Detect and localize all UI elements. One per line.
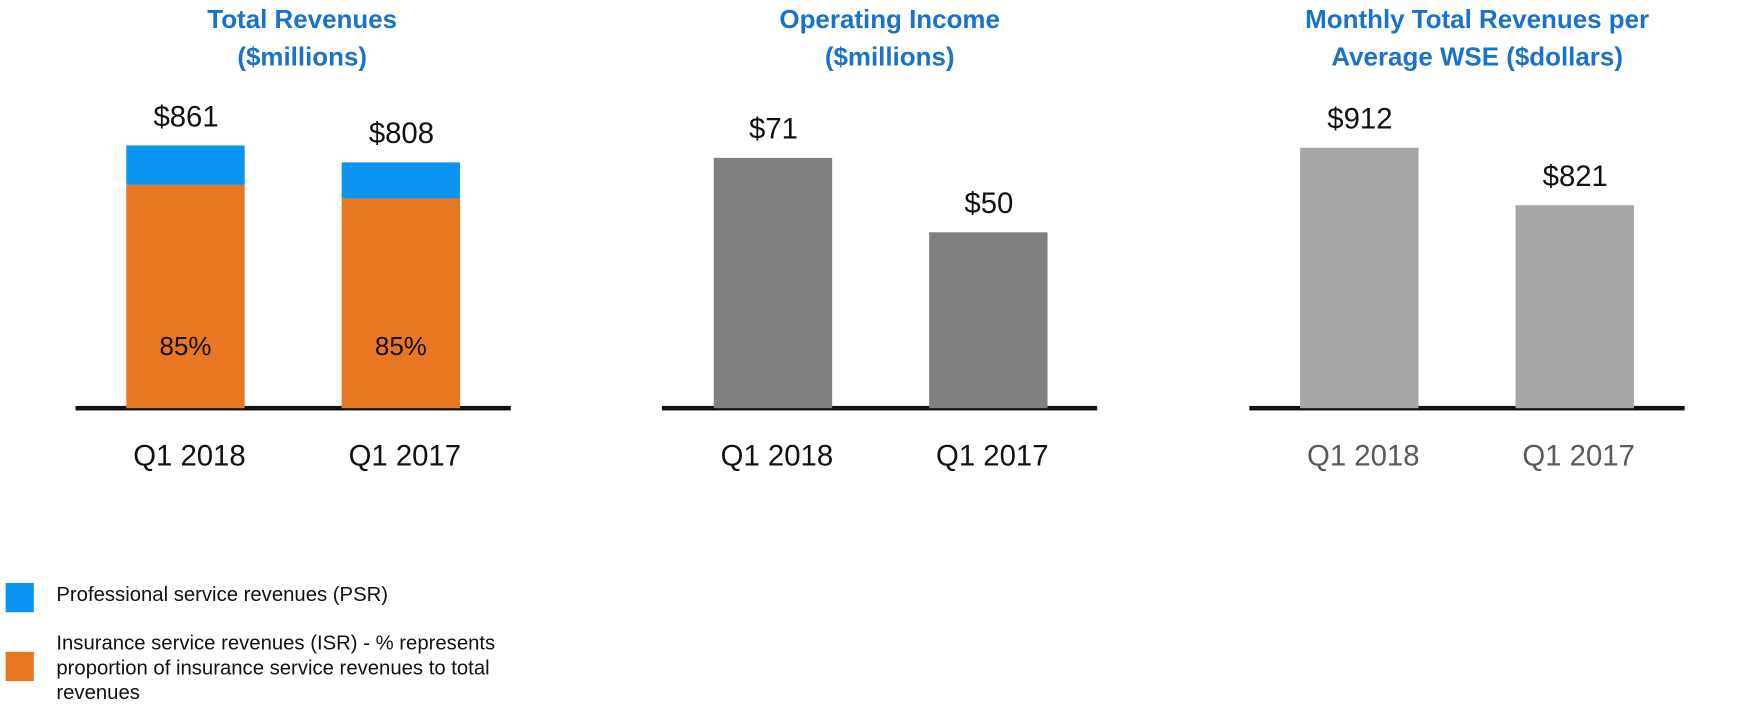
title-line: Total Revenues [207, 4, 398, 34]
legend-label-isr: Insurance service revenues (ISR) - % rep… [56, 630, 495, 704]
bar-psr [341, 161, 461, 199]
bar [929, 232, 1048, 409]
x-tick-label: Q1 2018 [133, 438, 246, 473]
bar [713, 158, 833, 409]
isr-share-label: 85% [159, 331, 212, 361]
value-label: $912 [1327, 101, 1393, 136]
legend-label-psr: Professional service revenues (PSR) [56, 582, 389, 606]
title-line: Operating Income [779, 4, 1000, 34]
bar [1300, 147, 1419, 409]
x-axis-line [661, 405, 1098, 411]
chart-title-monthly-revenues-per-wse: Monthly Total Revenues per Average WSE (… [1240, 1, 1714, 75]
value-label: $71 [749, 111, 798, 146]
title-line: Average WSE ($dollars) [1331, 41, 1623, 72]
bar [1515, 205, 1634, 409]
x-tick-label: Q1 2018 [1307, 438, 1420, 473]
title-line: ($millions) [824, 41, 955, 72]
x-tick-label: Q1 2017 [348, 438, 462, 473]
x-axis-line [1249, 405, 1685, 411]
value-label: $821 [1542, 158, 1608, 193]
title-line: ($millions) [237, 41, 368, 72]
value-label: $50 [964, 185, 1014, 220]
chart-title-total-revenues: Total Revenues ($millions) [65, 1, 539, 75]
x-tick-label: Q1 2017 [1522, 438, 1635, 473]
value-label: $808 [368, 115, 435, 150]
value-label: $861 [153, 99, 219, 134]
x-tick-label: Q1 2018 [720, 438, 834, 473]
legend-line: revenues [56, 681, 140, 704]
x-axis-line [75, 405, 511, 411]
legend-line: proportion of insurance service revenues… [56, 656, 490, 679]
legend-swatch-psr [5, 582, 34, 613]
chart-title-operating-income: Operating Income ($millions) [653, 1, 1127, 75]
bar-psr [126, 145, 245, 186]
x-tick-label: Q1 2017 [936, 438, 1049, 473]
bar-isr [126, 185, 245, 409]
legend-swatch-isr [5, 651, 34, 682]
legend-line: Insurance service revenues (ISR) - % rep… [56, 631, 496, 655]
isr-share-label: 85% [374, 331, 427, 361]
title-line: Monthly Total Revenues per [1305, 4, 1650, 34]
bar-isr [341, 198, 461, 409]
